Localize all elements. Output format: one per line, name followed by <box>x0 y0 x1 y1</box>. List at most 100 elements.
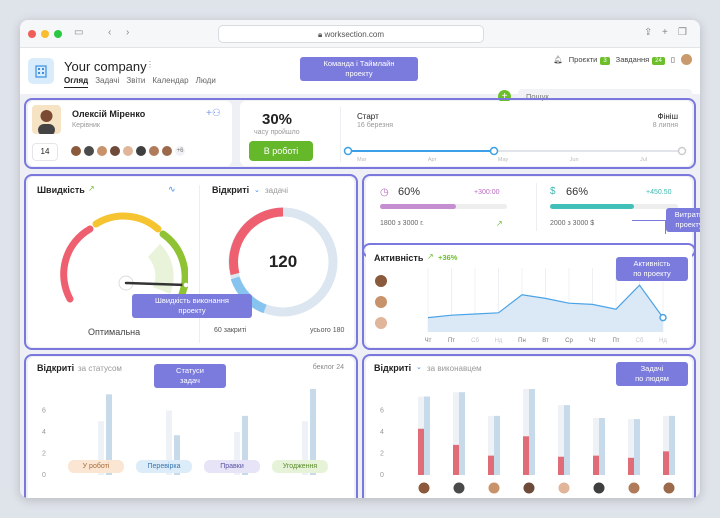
callout-people: Задачі по людям <box>616 362 688 386</box>
projects-count-badge: 3 <box>600 57 610 65</box>
member-avatar[interactable] <box>161 145 173 157</box>
activity-avatar[interactable] <box>374 316 388 330</box>
pulse-icon[interactable]: ∿ <box>168 184 176 194</box>
status-pill-approval[interactable]: Угодження <box>272 460 328 473</box>
member-avatar[interactable] <box>109 145 121 157</box>
maximize-dot[interactable] <box>54 30 62 38</box>
status-pill-edits[interactable]: Правки <box>204 460 260 473</box>
chevron-down-icon[interactable]: ⌄ <box>254 187 260 194</box>
tab-calendar[interactable]: Календар <box>152 76 189 85</box>
close-dot[interactable] <box>28 30 36 38</box>
member-avatar[interactable] <box>148 145 160 157</box>
tasks-count-badge: 24 <box>652 57 665 65</box>
assignee-avatar[interactable] <box>662 481 676 495</box>
chevron-down-icon[interactable]: ⌄ <box>416 364 422 371</box>
more-members[interactable]: +6 <box>174 145 186 157</box>
browser-window: ▭ ‹ › 🔒︎ worksection.com ⇪ + ❐ Your comp… <box>20 20 700 498</box>
trend-up-icon: ↗ <box>496 219 503 228</box>
activity-avatar[interactable] <box>374 274 388 288</box>
y-tick-label: 2 <box>380 451 384 458</box>
x-tick-label: Чт <box>589 338 596 344</box>
bar-blue <box>459 392 465 475</box>
backlog-count: беклог 24 <box>312 364 344 371</box>
company-logo[interactable] <box>28 58 54 84</box>
add-member-icon[interactable]: +⚇ <box>206 108 221 119</box>
activity-area <box>428 285 663 332</box>
bar-blue <box>310 389 316 475</box>
assignee-avatar[interactable] <box>522 481 536 495</box>
assignee-avatar[interactable] <box>592 481 606 495</box>
projects-link[interactable]: Проєкти 3 <box>569 55 610 65</box>
bell-icon[interactable]: 🔔︎ <box>553 55 563 64</box>
url-text: worksection.com <box>324 30 385 39</box>
speed-open-card: Швидкість ↗ ∿ Оптимальна Відкриті ⌄ зада… <box>28 177 354 347</box>
status-button[interactable]: В роботі <box>249 141 313 161</box>
status-bar-chart: 6 4 2 0 <box>42 389 316 479</box>
forward-icon[interactable]: › <box>126 27 130 38</box>
assignee-avatar[interactable] <box>557 481 571 495</box>
manager-name[interactable]: Олексій Міренко <box>72 109 146 119</box>
member-avatar[interactable] <box>135 145 147 157</box>
tab-people[interactable]: Люди <box>195 76 216 85</box>
member-avatar[interactable] <box>70 145 82 157</box>
member-avatar[interactable] <box>83 145 95 157</box>
speed-highlight <box>24 174 358 350</box>
divider <box>199 185 200 343</box>
tab-reports[interactable]: Звіти <box>126 76 146 85</box>
back-icon[interactable]: ‹ <box>108 27 112 38</box>
y-tick-label: 6 <box>42 408 46 415</box>
address-bar[interactable]: 🔒︎ worksection.com <box>218 25 484 43</box>
bar-blue <box>424 396 430 475</box>
share-icon[interactable]: ⇪ <box>644 27 653 38</box>
assignee-avatar[interactable] <box>487 481 501 495</box>
sidebar-icon[interactable]: ▭ <box>74 27 84 38</box>
y-tick-label: 0 <box>42 472 46 479</box>
search-input[interactable]: Пошук <box>518 89 692 104</box>
user-avatar[interactable] <box>681 54 692 65</box>
callout-team: Команда і Таймлайн проекту <box>300 57 418 81</box>
tabs-icon[interactable]: ❐ <box>678 27 687 38</box>
new-tab-icon[interactable]: + <box>662 27 668 38</box>
minimize-dot[interactable] <box>41 30 49 38</box>
status-pill-review[interactable]: Перевірка <box>136 460 192 473</box>
money-progress-track <box>550 204 678 209</box>
assignee-avatar[interactable] <box>452 481 466 495</box>
x-tick-label: Нд <box>495 338 503 344</box>
more-icon[interactable]: ⋮ <box>146 60 154 69</box>
bar-light <box>166 410 172 475</box>
time-detail: 1800 з 3000 г. <box>380 220 424 227</box>
assignee-avatar[interactable] <box>627 481 641 495</box>
status-filter[interactable]: за статусом <box>78 364 122 373</box>
member-avatar[interactable] <box>96 145 108 157</box>
open-filter[interactable]: задачі <box>265 186 289 195</box>
company-name[interactable]: Your company <box>64 59 147 74</box>
start-marker[interactable] <box>343 146 353 156</box>
person-card: Олексій Міренко Керівник +⚇ 14 +6 <box>28 101 232 166</box>
tab-tasks[interactable]: Задачі <box>95 76 120 85</box>
y-tick-label: 2 <box>42 451 46 458</box>
bookmark-icon[interactable]: ▯ <box>670 55 675 64</box>
bar-red <box>663 451 669 475</box>
month-label: Jul <box>639 157 647 163</box>
y-tick-label: 4 <box>42 429 46 436</box>
people-filter[interactable]: за виконавцем <box>427 364 482 373</box>
status-pill-in-progress[interactable]: У роботі <box>68 460 124 473</box>
bar-red <box>453 444 459 475</box>
speed-gauge <box>60 212 188 303</box>
start-date: 16 березня <box>357 122 394 129</box>
assignee-avatar[interactable] <box>417 481 431 495</box>
timeline-track <box>343 146 687 156</box>
tasks-link[interactable]: Завдання 24 <box>616 55 665 65</box>
finish-date: 8 липня <box>652 122 678 129</box>
bar-blue <box>174 435 180 475</box>
activity-avatar[interactable] <box>374 295 388 309</box>
finish-marker[interactable] <box>677 146 687 156</box>
manager-photo[interactable] <box>32 105 61 134</box>
divider <box>536 183 537 231</box>
tab-overview[interactable]: Огляд <box>64 76 89 88</box>
money-progress-fill <box>550 204 635 209</box>
today-marker[interactable] <box>489 146 499 156</box>
member-avatar[interactable] <box>122 145 134 157</box>
x-tick-label: Пт <box>612 338 619 344</box>
x-tick-label: Сб <box>636 338 644 344</box>
